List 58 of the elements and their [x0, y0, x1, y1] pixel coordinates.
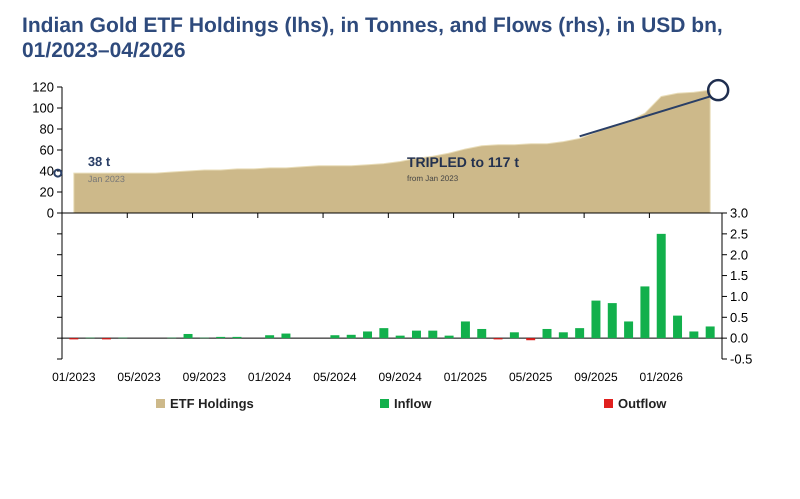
chart-title: Indian Gold ETF Holdings (lhs), in Tonnes, and Flows (rhs), in USD bn, 01/2023–04/2026 — [22, 14, 723, 62]
y2-tick-label: 1.0 — [730, 288, 748, 304]
x-tick-label: 01/2023 — [52, 370, 96, 384]
bar — [558, 332, 568, 338]
bar — [640, 286, 650, 338]
x-tick-label: 09/2023 — [182, 370, 226, 384]
bar — [396, 336, 405, 338]
bar — [542, 328, 552, 338]
annotation: Jan 2023 — [88, 174, 125, 184]
x-tick-label: 01/2025 — [444, 370, 488, 384]
bar — [184, 334, 193, 338]
y-tick-label: 20 — [40, 184, 54, 200]
y2-tick-label: 2.5 — [730, 226, 748, 242]
bar — [689, 331, 698, 338]
bar — [575, 328, 584, 338]
legend-label: Outflow — [618, 396, 668, 411]
x-tick-label: 01/2026 — [640, 370, 684, 384]
annotation: TRIPLED to 117 t — [407, 154, 520, 170]
y2-tick-label: 0.5 — [730, 310, 748, 325]
bar — [591, 300, 600, 338]
bar — [510, 332, 519, 338]
bar — [673, 316, 682, 338]
y-tick-label: 80 — [40, 122, 54, 137]
y2-tick-label: 3.0 — [730, 206, 748, 221]
y-tick-label: 40 — [40, 164, 54, 179]
annotation: 38 t — [88, 154, 111, 170]
y2-tick-label: 2.0 — [730, 247, 748, 262]
bar — [363, 331, 372, 338]
bar — [379, 328, 388, 338]
bar — [460, 321, 470, 338]
bar — [428, 330, 438, 338]
x-tick-label: 09/2025 — [574, 370, 618, 384]
y2-tick-label: 0.0 — [730, 330, 748, 346]
y-tick-label: 60 — [40, 142, 54, 158]
y2-tick-label: 1.5 — [730, 268, 748, 284]
y-tick-label: 100 — [32, 100, 54, 116]
legend-label: ETF Holdings — [170, 396, 254, 411]
x-tick-label: 05/2024 — [313, 370, 357, 384]
bar — [444, 336, 454, 338]
bar — [412, 330, 421, 338]
bar — [281, 334, 290, 338]
bar — [477, 328, 486, 338]
x-tick-label: 05/2025 — [508, 370, 553, 384]
bar — [608, 303, 617, 338]
annotation: from Jan 2023 — [407, 174, 459, 183]
y-tick-label: 0 — [46, 206, 54, 221]
bar — [656, 234, 666, 338]
bar — [706, 326, 715, 338]
y-tick-label: 120 — [32, 80, 54, 95]
y2-tick-label: -0.5 — [730, 352, 752, 367]
bar — [265, 335, 274, 338]
x-tick-label: 05/2023 — [117, 370, 162, 384]
x-tick-label: 01/2024 — [248, 370, 292, 384]
legend-label: Inflow — [394, 396, 432, 411]
x-tick-label: 09/2024 — [378, 370, 422, 384]
bar — [624, 321, 634, 338]
bar — [346, 334, 356, 338]
bar — [330, 335, 340, 338]
